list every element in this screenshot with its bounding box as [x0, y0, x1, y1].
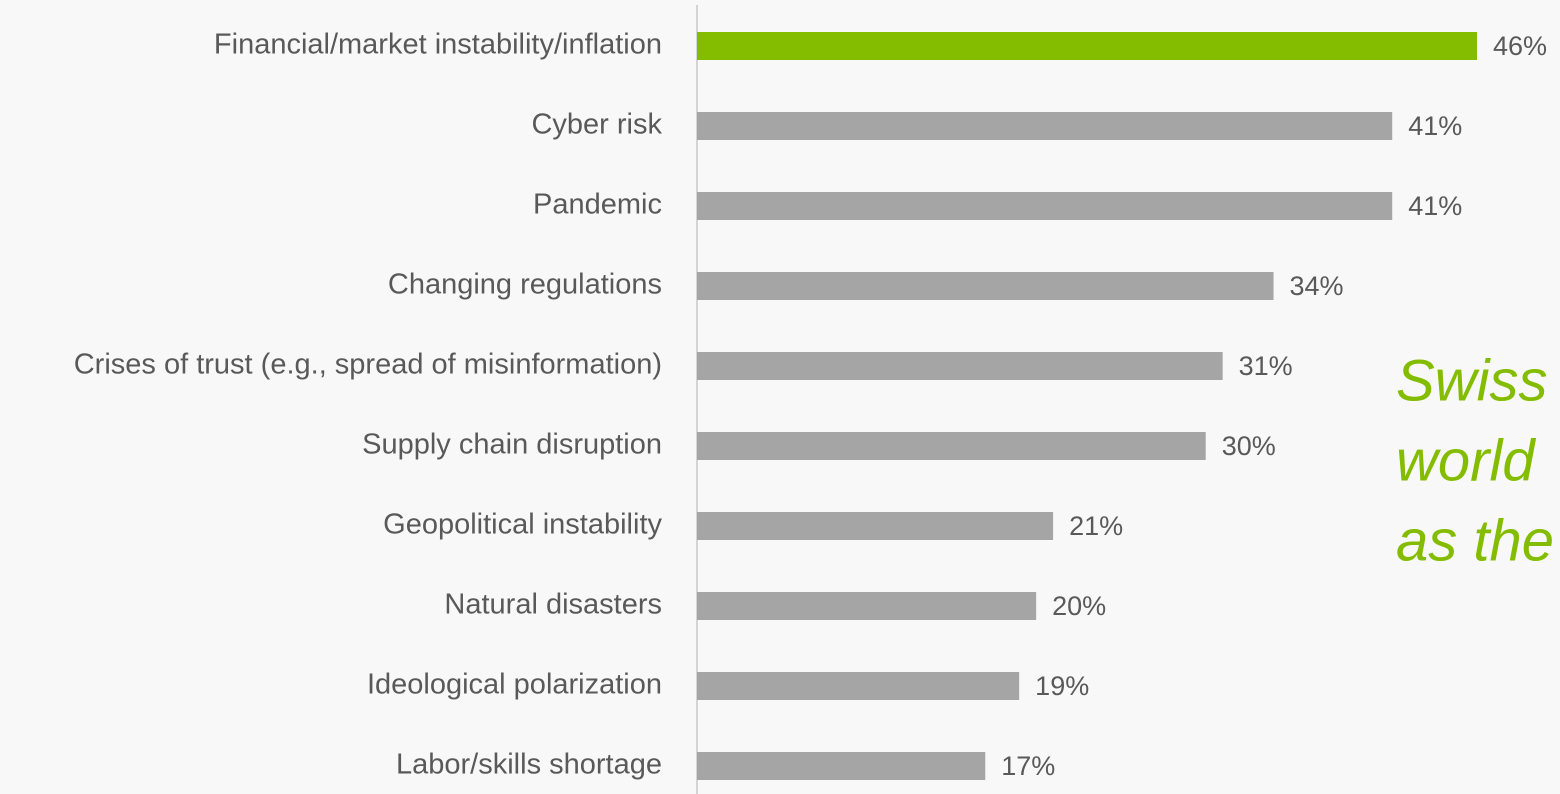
- category-label: Financial/market instability/inflation: [214, 29, 662, 61]
- bar: [697, 432, 1206, 460]
- category-label: Natural disasters: [444, 589, 662, 621]
- bar: [697, 592, 1037, 620]
- bar: [697, 32, 1477, 60]
- category-label: Changing regulations: [388, 269, 662, 301]
- bar: [697, 752, 986, 780]
- value-label: 17%: [1001, 751, 1055, 781]
- value-label: 41%: [1408, 111, 1462, 141]
- category-label: Geopolitical instability: [383, 509, 662, 541]
- annotation: world: [1396, 428, 1536, 493]
- bar: [697, 512, 1054, 540]
- category-label: Supply chain disruption: [362, 429, 662, 461]
- category-label: Pandemic: [533, 189, 662, 221]
- bar: [697, 672, 1020, 700]
- value-label: 21%: [1069, 511, 1123, 541]
- value-label: 19%: [1035, 671, 1089, 701]
- category-label: Cyber risk: [531, 109, 662, 141]
- bar: [697, 272, 1274, 300]
- bar: [697, 192, 1393, 220]
- category-label: Labor/skills shortage: [396, 749, 662, 781]
- annotation: Swiss: [1396, 348, 1547, 413]
- category-label: Ideological polarization: [367, 669, 662, 701]
- value-label: 30%: [1222, 431, 1276, 461]
- value-label: 20%: [1052, 591, 1106, 621]
- value-label: 31%: [1239, 351, 1293, 381]
- annotation: as the: [1396, 508, 1554, 573]
- bar: [697, 352, 1223, 380]
- value-label: 41%: [1408, 191, 1462, 221]
- category-label: Crises of trust (e.g., spread of misinfo…: [74, 349, 662, 381]
- bar: [697, 112, 1393, 140]
- value-label: 46%: [1493, 31, 1547, 61]
- value-label: 34%: [1290, 271, 1344, 301]
